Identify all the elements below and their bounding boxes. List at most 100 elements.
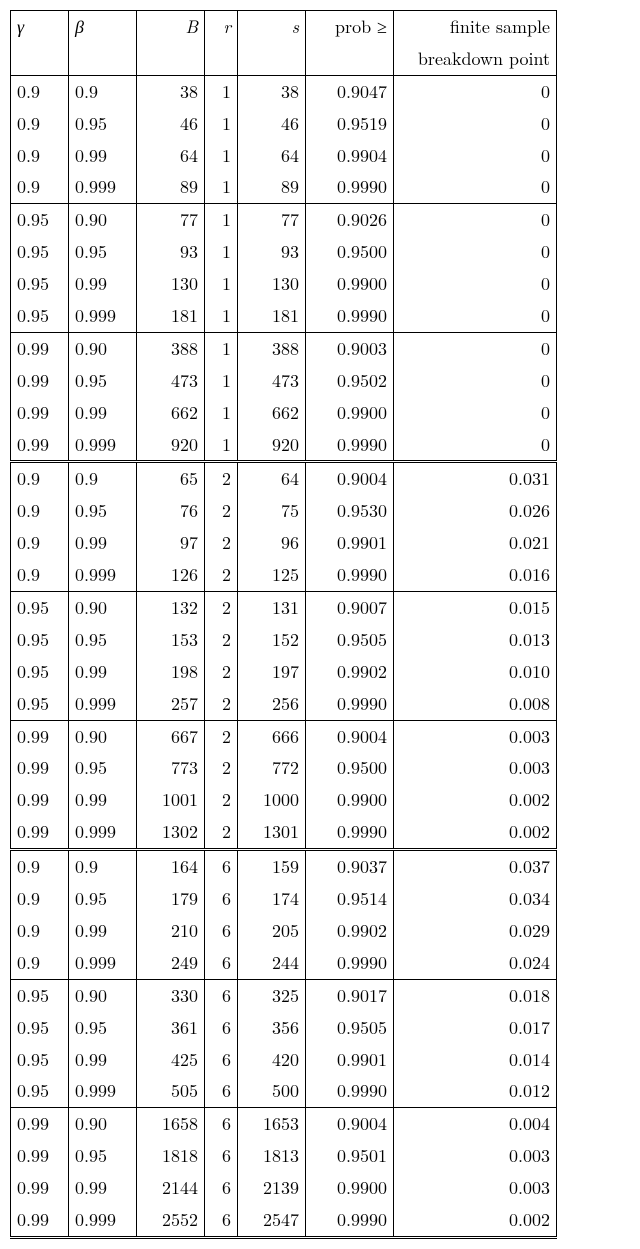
cell-s: 473 bbox=[238, 365, 306, 397]
cell-gamma: 0.9 bbox=[11, 850, 69, 883]
table-row: 0.990.9577327720.95000.003 bbox=[11, 752, 557, 784]
cell-beta: 0.999 bbox=[69, 1075, 137, 1107]
table-row: 0.990.9991302213010.99900.002 bbox=[11, 816, 557, 849]
cell-bp: 0.034 bbox=[394, 883, 557, 915]
cell-gamma: 0.99 bbox=[11, 332, 69, 364]
cell-r: 2 bbox=[205, 592, 238, 624]
cell-r: 6 bbox=[205, 1172, 238, 1204]
cell-beta: 0.90 bbox=[69, 720, 137, 752]
table-row: 0.90.9381380.90470 bbox=[11, 75, 557, 107]
cell-B: 179 bbox=[137, 883, 205, 915]
cell-B: 97 bbox=[137, 527, 205, 559]
cell-bp: 0 bbox=[394, 268, 557, 300]
cell-bp: 0 bbox=[394, 75, 557, 107]
cell-bp: 0.010 bbox=[394, 656, 557, 688]
cell-B: 1302 bbox=[137, 816, 205, 849]
cell-beta: 0.999 bbox=[69, 947, 137, 979]
cell-s: 920 bbox=[238, 429, 306, 462]
cell-beta: 0.999 bbox=[69, 429, 137, 462]
table-row: 0.950.9919821970.99020.010 bbox=[11, 656, 557, 688]
cell-s: 174 bbox=[238, 883, 306, 915]
cell-s: 77 bbox=[238, 204, 306, 236]
cell-bp: 0.015 bbox=[394, 592, 557, 624]
cell-r: 1 bbox=[205, 236, 238, 268]
cell-bp: 0 bbox=[394, 171, 557, 203]
cell-r: 1 bbox=[205, 171, 238, 203]
col-header-s: s bbox=[238, 11, 306, 43]
col-header2-r bbox=[205, 43, 238, 75]
cell-s: 662 bbox=[238, 397, 306, 429]
cell-r: 2 bbox=[205, 495, 238, 527]
cell-beta: 0.999 bbox=[69, 559, 137, 591]
cell-s: 64 bbox=[238, 462, 306, 495]
cell-prob: 0.9519 bbox=[306, 108, 394, 140]
table-row: 0.950.95931930.95000 bbox=[11, 236, 557, 268]
cell-gamma: 0.99 bbox=[11, 784, 69, 816]
cell-B: 46 bbox=[137, 108, 205, 140]
cell-r: 6 bbox=[205, 979, 238, 1011]
cell-gamma: 0.95 bbox=[11, 236, 69, 268]
cell-prob: 0.9007 bbox=[306, 592, 394, 624]
cell-gamma: 0.9 bbox=[11, 915, 69, 947]
cell-bp: 0.014 bbox=[394, 1044, 557, 1076]
cell-prob: 0.9026 bbox=[306, 204, 394, 236]
cell-gamma: 0.99 bbox=[11, 1140, 69, 1172]
col-header2-s bbox=[238, 43, 306, 75]
cell-r: 2 bbox=[205, 624, 238, 656]
cell-s: 181 bbox=[238, 300, 306, 332]
col-header2-prob bbox=[306, 43, 394, 75]
cell-bp: 0 bbox=[394, 108, 557, 140]
cell-gamma: 0.99 bbox=[11, 752, 69, 784]
cell-bp: 0.029 bbox=[394, 915, 557, 947]
cell-gamma: 0.95 bbox=[11, 268, 69, 300]
cell-s: 388 bbox=[238, 332, 306, 364]
col-header2-gamma bbox=[11, 43, 69, 75]
cell-beta: 0.9 bbox=[69, 850, 137, 883]
cell-B: 153 bbox=[137, 624, 205, 656]
cell-s: 772 bbox=[238, 752, 306, 784]
col-header-beta: β bbox=[69, 11, 137, 43]
cell-prob: 0.9990 bbox=[306, 1204, 394, 1237]
cell-prob: 0.9990 bbox=[306, 429, 394, 462]
cell-bp: 0.021 bbox=[394, 527, 557, 559]
cell-s: 325 bbox=[238, 979, 306, 1011]
cell-bp: 0 bbox=[394, 332, 557, 364]
cell-r: 2 bbox=[205, 656, 238, 688]
cell-beta: 0.999 bbox=[69, 171, 137, 203]
cell-prob: 0.9900 bbox=[306, 1172, 394, 1204]
cell-s: 96 bbox=[238, 527, 306, 559]
cell-prob: 0.9500 bbox=[306, 236, 394, 268]
cell-bp: 0.018 bbox=[394, 979, 557, 1011]
cell-gamma: 0.9 bbox=[11, 75, 69, 107]
cell-beta: 0.99 bbox=[69, 915, 137, 947]
cell-B: 1001 bbox=[137, 784, 205, 816]
col-header-prob: prob ≥ bbox=[306, 11, 394, 43]
cell-r: 6 bbox=[205, 850, 238, 883]
cell-prob: 0.9902 bbox=[306, 915, 394, 947]
cell-prob: 0.9004 bbox=[306, 462, 394, 495]
table-row: 0.950.99950565000.99900.012 bbox=[11, 1075, 557, 1107]
cell-prob: 0.9901 bbox=[306, 527, 394, 559]
table-row: 0.950.99918111810.99900 bbox=[11, 300, 557, 332]
cell-r: 6 bbox=[205, 1140, 238, 1172]
cell-s: 93 bbox=[238, 236, 306, 268]
cell-prob: 0.9902 bbox=[306, 656, 394, 688]
cell-prob: 0.9514 bbox=[306, 883, 394, 915]
cell-prob: 0.9990 bbox=[306, 688, 394, 720]
cell-gamma: 0.95 bbox=[11, 300, 69, 332]
cell-B: 181 bbox=[137, 300, 205, 332]
cell-s: 256 bbox=[238, 688, 306, 720]
cell-beta: 0.99 bbox=[69, 656, 137, 688]
cell-gamma: 0.95 bbox=[11, 1044, 69, 1076]
cell-r: 1 bbox=[205, 365, 238, 397]
cell-r: 1 bbox=[205, 397, 238, 429]
table-row: 0.950.90771770.90260 bbox=[11, 204, 557, 236]
cell-s: 244 bbox=[238, 947, 306, 979]
cell-B: 93 bbox=[137, 236, 205, 268]
cell-B: 76 bbox=[137, 495, 205, 527]
cell-gamma: 0.9 bbox=[11, 108, 69, 140]
cell-r: 1 bbox=[205, 332, 238, 364]
cell-bp: 0.037 bbox=[394, 850, 557, 883]
table-row: 0.990.9966216620.99000 bbox=[11, 397, 557, 429]
cell-r: 6 bbox=[205, 1044, 238, 1076]
